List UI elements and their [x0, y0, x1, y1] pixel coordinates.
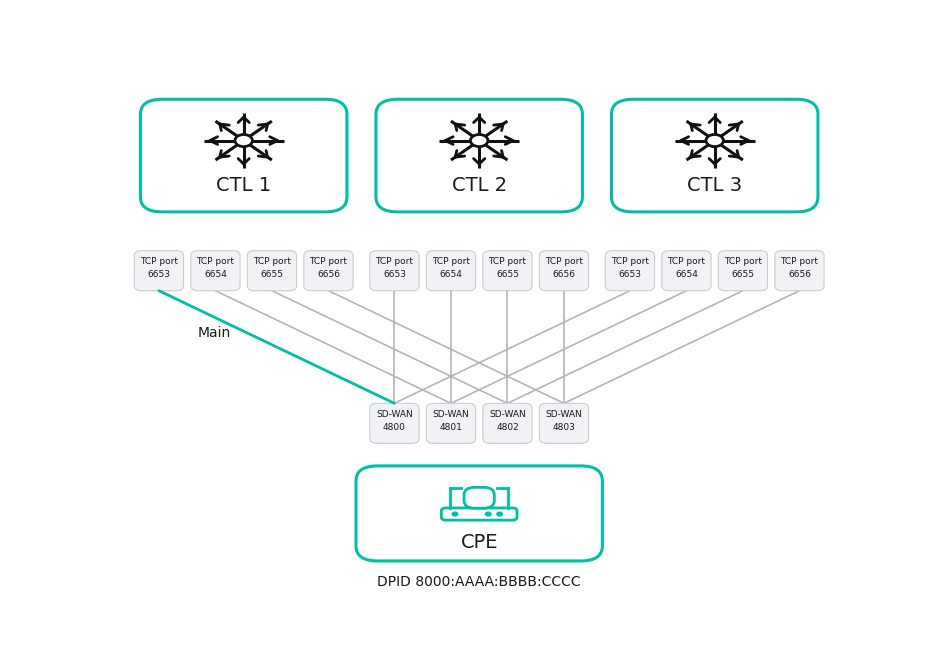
Text: TCP port
6655: TCP port 6655 — [488, 257, 526, 279]
Circle shape — [496, 512, 502, 516]
Text: TCP port
6654: TCP port 6654 — [432, 257, 470, 279]
Text: CTL 2: CTL 2 — [452, 176, 507, 195]
Text: SD-WAN
4803: SD-WAN 4803 — [546, 410, 583, 432]
Text: TCP port
6656: TCP port 6656 — [545, 257, 583, 279]
Text: SD-WAN
4800: SD-WAN 4800 — [376, 410, 412, 432]
Text: DPID 8000:AAAA:BBBB:CCCC: DPID 8000:AAAA:BBBB:CCCC — [378, 575, 581, 589]
Text: CTL 3: CTL 3 — [687, 176, 742, 195]
FancyBboxPatch shape — [611, 99, 818, 212]
FancyBboxPatch shape — [426, 251, 476, 291]
Text: TCP port
6655: TCP port 6655 — [253, 257, 291, 279]
FancyBboxPatch shape — [441, 508, 517, 520]
FancyBboxPatch shape — [140, 99, 347, 212]
FancyBboxPatch shape — [304, 251, 353, 291]
FancyBboxPatch shape — [247, 251, 296, 291]
FancyBboxPatch shape — [539, 403, 589, 443]
FancyBboxPatch shape — [376, 99, 583, 212]
Circle shape — [706, 135, 724, 147]
FancyBboxPatch shape — [605, 251, 654, 291]
FancyBboxPatch shape — [464, 488, 495, 508]
Text: Main: Main — [198, 326, 231, 340]
Circle shape — [235, 135, 252, 147]
FancyBboxPatch shape — [135, 251, 183, 291]
Text: CPE: CPE — [460, 533, 498, 552]
FancyBboxPatch shape — [356, 466, 602, 561]
Circle shape — [485, 512, 491, 516]
Circle shape — [470, 135, 488, 147]
FancyBboxPatch shape — [662, 251, 711, 291]
Text: TCP port
6654: TCP port 6654 — [196, 257, 235, 279]
FancyBboxPatch shape — [718, 251, 768, 291]
Text: TCP port
6653: TCP port 6653 — [376, 257, 413, 279]
FancyBboxPatch shape — [482, 251, 532, 291]
Text: TCP port
6655: TCP port 6655 — [724, 257, 762, 279]
FancyBboxPatch shape — [775, 251, 824, 291]
Text: TCP port
6653: TCP port 6653 — [140, 257, 178, 279]
Text: CTL 1: CTL 1 — [216, 176, 271, 195]
Text: TCP port
6656: TCP port 6656 — [781, 257, 818, 279]
FancyBboxPatch shape — [191, 251, 240, 291]
FancyBboxPatch shape — [539, 251, 589, 291]
Text: TCP port
6654: TCP port 6654 — [668, 257, 705, 279]
Text: TCP port
6656: TCP port 6656 — [309, 257, 348, 279]
FancyBboxPatch shape — [369, 403, 419, 443]
Text: SD-WAN
4802: SD-WAN 4802 — [489, 410, 525, 432]
Circle shape — [453, 512, 458, 516]
FancyBboxPatch shape — [482, 403, 532, 443]
FancyBboxPatch shape — [426, 403, 476, 443]
Text: SD-WAN
4801: SD-WAN 4801 — [433, 410, 469, 432]
Text: TCP port
6653: TCP port 6653 — [611, 257, 649, 279]
FancyBboxPatch shape — [369, 251, 419, 291]
